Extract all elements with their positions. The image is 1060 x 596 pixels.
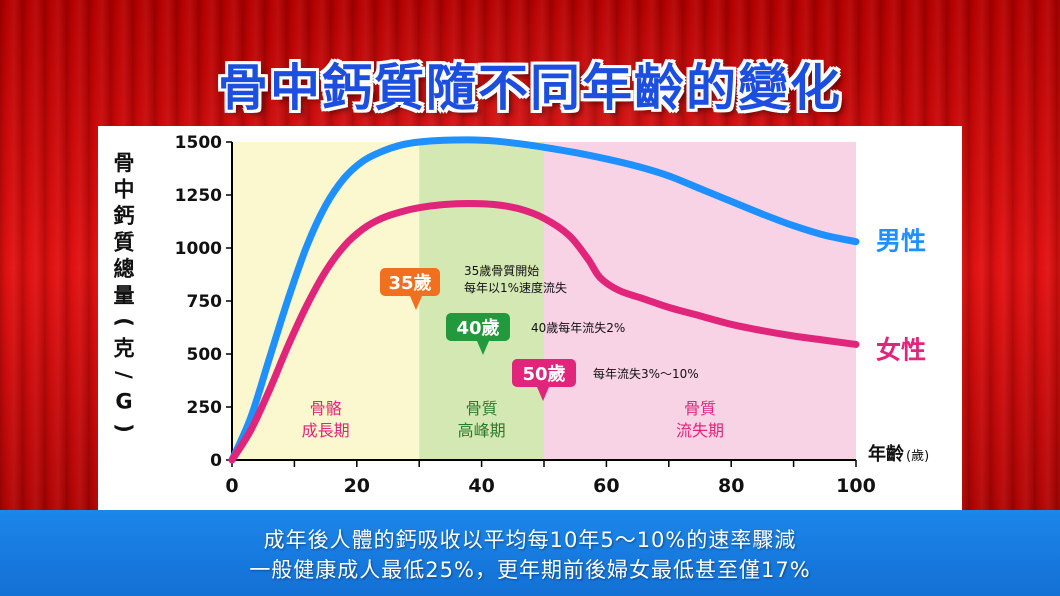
y-axis-label-char: ( <box>112 317 136 327</box>
y-axis-label-char: 量 <box>114 284 135 308</box>
y-axis-label-char: 鈣 <box>114 204 135 228</box>
zone-1 <box>419 142 544 460</box>
callout-badge-bg <box>512 359 576 387</box>
x-tick-label: 0 <box>225 475 238 497</box>
footer-banner: 成年後人體的鈣吸收以平均每10年5～10%的速率驟減 一般健康成人最低25%，更… <box>0 510 1060 596</box>
page-title: 骨中鈣質隨不同年齡的變化 <box>218 59 842 117</box>
callout-badge-bg <box>446 313 510 341</box>
y-axis-label-char: ) <box>112 423 136 433</box>
callout-pointer <box>477 341 489 355</box>
x-tick-label: 80 <box>718 475 744 497</box>
x-tick-label: 60 <box>593 475 619 497</box>
y-tick-label: 1500 <box>175 133 222 153</box>
callout-text-1: 35歲骨質開始 <box>464 263 539 278</box>
y-axis-label-char: 中 <box>114 178 135 202</box>
y-tick-label: 0 <box>210 451 222 471</box>
y-axis-label-char: 骨 <box>114 151 135 175</box>
callout-badge-text: 50歲 <box>522 363 565 385</box>
callout-badge-text: 35歲 <box>388 272 431 294</box>
callout-pointer <box>410 296 422 310</box>
callout-badge-bg <box>380 268 440 296</box>
y-tick-label: 1000 <box>175 239 222 259</box>
series-line-male <box>228 136 860 464</box>
zone-2 <box>544 142 856 460</box>
zone-label-0-a: 骨骼 <box>310 399 342 418</box>
zone-label-1-a: 骨質 <box>466 399 498 418</box>
series-line-female <box>228 199 860 464</box>
y-axis-label-char: 總 <box>114 257 135 281</box>
y-tick-label: 1250 <box>175 186 222 206</box>
y-axis-label-char: / <box>112 371 136 379</box>
x-tick-label: 20 <box>344 475 370 497</box>
y-axis-label-char: 克 <box>114 337 135 361</box>
x-axis-unit: (歲) <box>906 449 929 464</box>
chart-panel: 骨骼 成長期 骨質 高峰期 骨質 流失期 0 20 40 60 80 100 0 250 500 750 10… <box>98 126 962 510</box>
callout-2: 50歲 每年流失3%～10% <box>512 359 699 401</box>
callout-text-1: 40歲每年流失2% <box>531 320 625 335</box>
callout-text-1: 每年流失3%～10% <box>593 366 699 381</box>
x-tick-label: 40 <box>468 475 494 497</box>
callout-badge-text: 40歲 <box>456 317 499 339</box>
series-label-female: 女性 <box>876 335 926 364</box>
zone-label-2-a: 骨質 <box>684 399 716 418</box>
y-axis-label-char: 質 <box>114 231 135 255</box>
y-tick-label: 750 <box>187 292 223 312</box>
callout-text-2: 每年以1%速度流失 <box>464 280 567 295</box>
zone-label-1-b: 高峰期 <box>458 421 506 440</box>
footer-line-1: 成年後人體的鈣吸收以平均每10年5～10%的速率驟減 <box>263 528 797 552</box>
zone-label-2-b: 流失期 <box>676 421 724 440</box>
y-tick-label: 250 <box>187 398 223 418</box>
x-tick-label: 100 <box>836 475 876 497</box>
callout-1: 40歲 40歲每年流失2% <box>446 313 625 355</box>
y-axis-label-char: G <box>115 390 132 414</box>
zone-label-0-b: 成長期 <box>302 421 350 440</box>
y-tick-label: 500 <box>187 345 223 365</box>
callout-pointer <box>537 387 549 401</box>
series-label-male: 男性 <box>876 227 926 256</box>
x-axis-label: 年齡 <box>868 443 904 465</box>
footer-line-2: 一般健康成人最低25%，更年期前後婦女最低甚至僅17% <box>249 558 811 582</box>
